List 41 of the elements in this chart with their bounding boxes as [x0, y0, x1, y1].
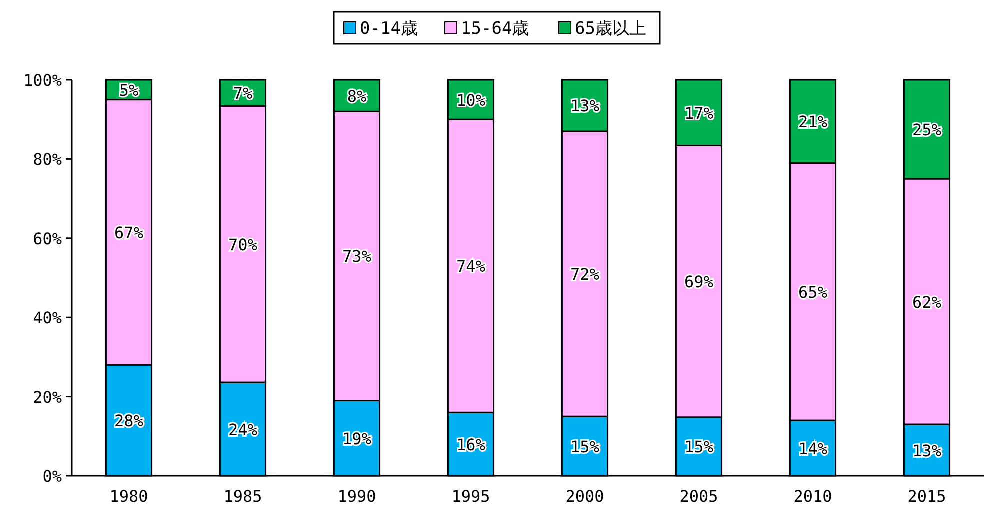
data-label: 16% — [456, 435, 486, 454]
x-tick-label: 1980 — [110, 487, 148, 506]
data-label: 19% — [342, 429, 372, 448]
x-tick-label: 1995 — [452, 487, 490, 506]
data-label: 24% — [228, 420, 258, 440]
x-tick-label: 1990 — [338, 487, 376, 506]
data-label: 70% — [228, 235, 258, 254]
legend-label: 65歳以上 — [575, 19, 646, 39]
data-label: 14% — [798, 439, 828, 458]
data-label: 10% — [456, 90, 486, 110]
legend-label: 0-14歳 — [360, 19, 418, 39]
data-label: 7% — [233, 84, 253, 104]
x-tick-label: 2005 — [680, 487, 718, 506]
data-label: 8% — [347, 86, 367, 106]
y-tick-label: 0% — [42, 467, 62, 486]
data-label: 67% — [114, 223, 144, 242]
data-label: 73% — [342, 247, 372, 266]
data-label: 74% — [456, 257, 486, 276]
x-tick-label: 1985 — [224, 487, 262, 506]
y-tick-label: 40% — [33, 308, 62, 328]
x-tick-label: 2000 — [566, 487, 604, 506]
y-tick-label: 20% — [33, 388, 62, 407]
data-label: 21% — [798, 112, 828, 132]
data-label: 65% — [798, 282, 828, 302]
y-tick-label: 100% — [23, 71, 62, 90]
data-label: 72% — [570, 265, 600, 284]
data-label: 69% — [684, 272, 714, 292]
data-label: 17% — [684, 104, 714, 123]
x-tick-label: 2015 — [908, 487, 946, 506]
data-label: 13% — [912, 441, 942, 460]
data-label: 15% — [684, 438, 714, 457]
data-label: 25% — [912, 120, 942, 140]
x-tick-label: 2010 — [794, 487, 832, 506]
y-tick-label: 60% — [33, 229, 62, 248]
legend-label: 15-64歳 — [461, 19, 530, 39]
data-label: 13% — [570, 96, 600, 116]
y-tick-label: 80% — [33, 150, 62, 170]
data-label: 28% — [114, 412, 144, 431]
data-label: 62% — [912, 292, 942, 312]
data-label: 15% — [570, 437, 600, 456]
data-label: 5% — [119, 80, 139, 100]
